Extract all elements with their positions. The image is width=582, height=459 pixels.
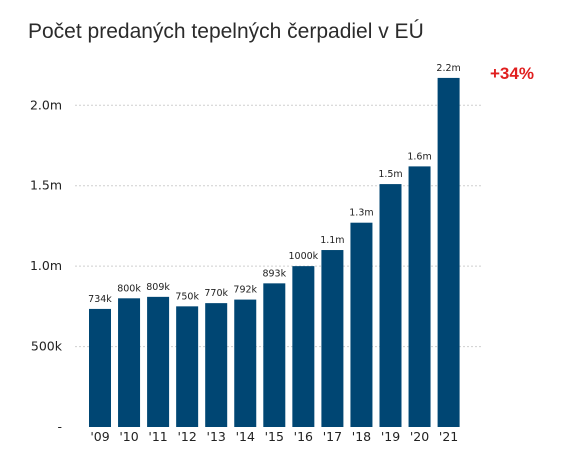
bar: [89, 308, 111, 427]
x-tick-label: '17: [323, 429, 342, 444]
chart-title: Počet predaných tepelných čerpadiel v EÚ: [28, 20, 424, 43]
data-label: 1.5m: [378, 169, 402, 180]
bar: [263, 283, 286, 427]
data-label: 893k: [262, 268, 286, 279]
y-tick-label: 1.5m: [30, 178, 62, 193]
x-tick-label: '09: [90, 429, 109, 444]
bar: [437, 77, 460, 428]
x-tick-label: '15: [265, 429, 284, 444]
data-label: 1.3m: [349, 208, 373, 219]
bar: [408, 166, 431, 428]
bar: [321, 250, 344, 427]
x-tick-label: '20: [410, 429, 429, 444]
x-axis-ticks: '09 '10 '11 '12 '13 '14 '15 '16 '17 '18 '19 '20 '21: [90, 429, 458, 444]
y-axis-ticks: - 500k 1.0m 1.5m 2.0m: [30, 97, 63, 434]
bar: [176, 306, 199, 427]
bar: [118, 298, 141, 427]
x-tick-label: '18: [352, 429, 371, 444]
y-tick-label: -: [57, 419, 62, 434]
bar: [350, 222, 373, 427]
data-label: 1.1m: [320, 235, 344, 246]
data-label: 1000k: [289, 251, 319, 262]
data-label: 2.2m: [436, 63, 460, 74]
bar: [292, 266, 315, 427]
bar: [234, 299, 257, 427]
data-label: 750k: [175, 291, 199, 302]
x-tick-label: '21: [439, 429, 458, 444]
x-tick-label: '12: [177, 429, 196, 444]
bar: [205, 303, 228, 427]
data-label: 800k: [117, 283, 141, 294]
x-tick-label: '13: [207, 429, 226, 444]
data-label: 792k: [233, 285, 257, 296]
y-tick-label: 1.0m: [30, 258, 62, 273]
y-tick-label: 2.0m: [30, 97, 62, 112]
x-tick-label: '14: [236, 429, 255, 444]
x-tick-label: '16: [294, 429, 313, 444]
x-tick-label: '10: [119, 429, 138, 444]
y-tick-label: 500k: [31, 339, 63, 354]
data-label: 770k: [204, 288, 228, 299]
bar: [147, 296, 170, 427]
data-label: 734k: [88, 294, 112, 305]
bars: [89, 77, 460, 428]
x-tick-label: '19: [381, 429, 400, 444]
x-tick-label: '11: [148, 429, 167, 444]
growth-annotation: +34%: [490, 64, 534, 83]
data-label: 809k: [146, 282, 170, 293]
bar: [379, 184, 402, 427]
data-label: 1.6m: [407, 151, 431, 162]
